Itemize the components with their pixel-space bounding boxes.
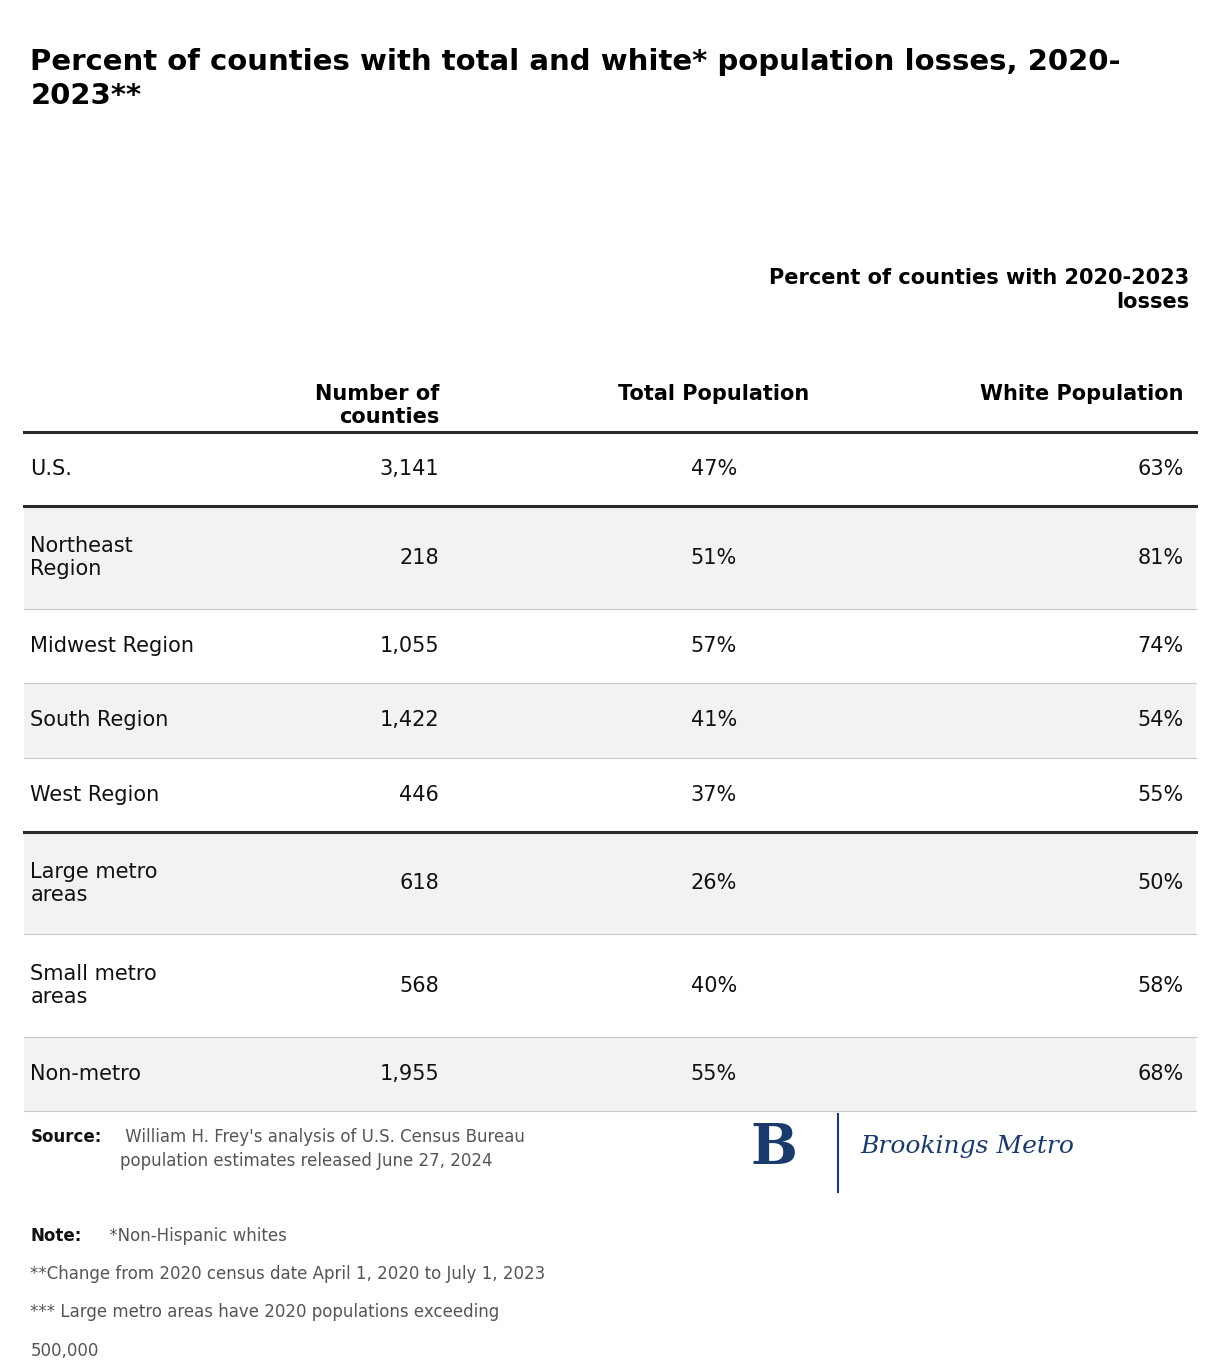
Text: Large metro
areas: Large metro areas xyxy=(30,862,159,904)
Text: Midwest Region: Midwest Region xyxy=(30,637,194,656)
Text: Northeast
Region: Northeast Region xyxy=(30,536,133,579)
Text: Non-metro: Non-metro xyxy=(30,1065,142,1084)
Text: Number of
counties: Number of counties xyxy=(315,384,439,427)
Text: 500,000: 500,000 xyxy=(30,1342,99,1360)
Text: 51%: 51% xyxy=(691,547,737,568)
Text: U.S.: U.S. xyxy=(30,460,72,479)
Text: 40%: 40% xyxy=(691,975,737,996)
Text: White Population: White Population xyxy=(980,384,1183,405)
Text: 54%: 54% xyxy=(1137,711,1183,730)
Text: 568: 568 xyxy=(399,975,439,996)
Text: 57%: 57% xyxy=(691,637,737,656)
Text: Percent of counties with 2020-2023
losses: Percent of counties with 2020-2023 losse… xyxy=(770,268,1190,313)
Bar xyxy=(24,1037,1196,1111)
Text: 618: 618 xyxy=(399,873,439,893)
Text: 58%: 58% xyxy=(1137,975,1183,996)
Text: 41%: 41% xyxy=(691,711,737,730)
Text: West Region: West Region xyxy=(30,785,160,805)
Text: 1,055: 1,055 xyxy=(379,637,439,656)
Text: 3,141: 3,141 xyxy=(379,460,439,479)
Text: William H. Frey's analysis of U.S. Census Bureau
population estimates released J: William H. Frey's analysis of U.S. Censu… xyxy=(120,1128,525,1170)
Text: **Change from 2020 census date April 1, 2020 to July 1, 2023: **Change from 2020 census date April 1, … xyxy=(30,1265,545,1283)
Text: *** Large metro areas have 2020 populations exceeding: *** Large metro areas have 2020 populati… xyxy=(30,1303,500,1321)
Text: 50%: 50% xyxy=(1137,873,1183,893)
Text: Brookings Metro: Brookings Metro xyxy=(860,1135,1074,1158)
Bar xyxy=(24,831,1196,934)
Bar xyxy=(24,757,1196,831)
Text: 37%: 37% xyxy=(691,785,737,805)
Bar xyxy=(24,683,1196,757)
Text: 1,422: 1,422 xyxy=(379,711,439,730)
Text: 81%: 81% xyxy=(1137,547,1183,568)
Text: 26%: 26% xyxy=(691,873,737,893)
Text: 63%: 63% xyxy=(1137,460,1183,479)
Text: 55%: 55% xyxy=(691,1065,737,1084)
Text: 446: 446 xyxy=(399,785,439,805)
Text: 74%: 74% xyxy=(1137,637,1183,656)
Text: 47%: 47% xyxy=(691,460,737,479)
Text: B: B xyxy=(750,1121,798,1176)
Text: Note:: Note: xyxy=(30,1227,82,1244)
Text: 55%: 55% xyxy=(1137,785,1183,805)
Bar xyxy=(24,506,1196,609)
Text: Small metro
areas: Small metro areas xyxy=(30,965,157,1007)
Bar xyxy=(24,432,1196,506)
Text: 68%: 68% xyxy=(1137,1065,1183,1084)
Text: Percent of counties with total and white* population losses, 2020-
2023**: Percent of counties with total and white… xyxy=(30,48,1121,110)
Text: 1,955: 1,955 xyxy=(379,1065,439,1084)
Text: Source:: Source: xyxy=(30,1128,102,1146)
Text: South Region: South Region xyxy=(30,711,168,730)
Text: Total Population: Total Population xyxy=(619,384,809,405)
Bar xyxy=(24,609,1196,683)
Bar xyxy=(24,934,1196,1037)
Text: *Non-Hispanic whites: *Non-Hispanic whites xyxy=(104,1227,287,1244)
Text: 218: 218 xyxy=(400,547,439,568)
